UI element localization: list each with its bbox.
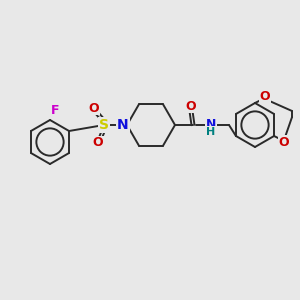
Text: S: S: [99, 118, 109, 132]
Text: O: O: [279, 136, 289, 148]
Text: H: H: [206, 127, 216, 137]
Text: F: F: [51, 104, 59, 117]
Text: O: O: [260, 91, 270, 103]
Text: O: O: [186, 100, 196, 112]
Text: N: N: [117, 118, 129, 132]
Text: O: O: [93, 136, 103, 149]
Text: N: N: [206, 118, 216, 131]
Text: O: O: [89, 101, 99, 115]
